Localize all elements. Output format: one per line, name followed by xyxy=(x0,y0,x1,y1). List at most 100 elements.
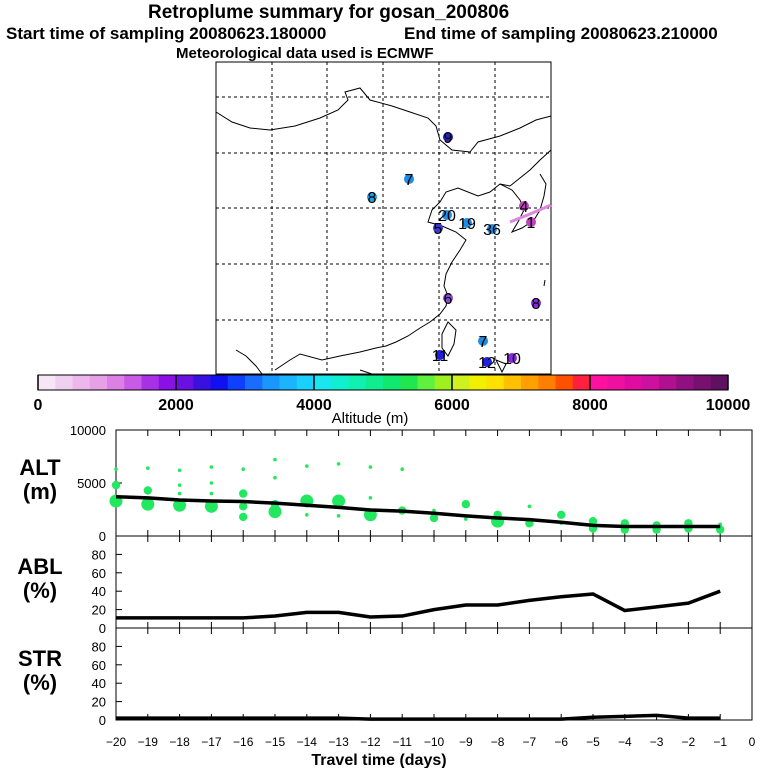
altitude-scatter-point xyxy=(111,480,121,490)
colorbar-swatch xyxy=(296,375,315,390)
panel-ylabel: ABL xyxy=(17,554,62,579)
map-marker-dot xyxy=(519,201,529,211)
altitude-scatter-point xyxy=(527,504,532,509)
map-marker-dot xyxy=(487,224,497,234)
y-tick-label: 20 xyxy=(92,603,106,618)
x-tick-label: −19 xyxy=(138,735,159,749)
colorbar-swatch xyxy=(659,375,677,390)
map-marker-label: 10 xyxy=(503,351,521,368)
altitude-scatter-point xyxy=(464,517,468,521)
colorbar-tick-label: 10000 xyxy=(706,397,751,414)
colorbar-label: Altitude (m) xyxy=(332,410,409,427)
colorbar-swatch xyxy=(383,375,401,390)
colorbar-swatch xyxy=(693,375,712,390)
colorbar-swatch xyxy=(486,375,505,390)
altitude-scatter-point xyxy=(143,486,152,495)
y-tick-label: 5000 xyxy=(77,476,106,491)
colorbar-swatch xyxy=(38,375,56,390)
altitude-scatter-point xyxy=(141,497,155,511)
altitude-scatter-point xyxy=(305,513,309,517)
x-tick-label: −5 xyxy=(586,735,600,749)
colorbar-swatch xyxy=(193,375,211,390)
altitude-scatter-point xyxy=(241,467,245,472)
panel-ylabel: (%) xyxy=(23,578,57,603)
map-marker-dot xyxy=(443,132,453,142)
colorbar-swatch xyxy=(434,375,453,390)
y-tick-label: 40 xyxy=(92,676,106,691)
x-tick-label: −20 xyxy=(106,735,127,749)
y-tick-label: 0 xyxy=(99,713,106,728)
time-series-panels: 1000050000ALT(m)806040200ABL(%)806040200… xyxy=(17,423,755,768)
x-tick-label: 0 xyxy=(749,735,756,749)
x-tick-label: −4 xyxy=(618,735,632,749)
map-marker-dot xyxy=(404,174,414,184)
panel-frame xyxy=(115,535,753,629)
map-marker-dot xyxy=(443,293,453,303)
met-data-label: Meteorological data used is ECMWF xyxy=(176,45,434,62)
colorbar-swatch xyxy=(210,375,229,390)
map-marker-dot xyxy=(433,223,443,233)
altitude-scatter-point xyxy=(557,510,566,519)
map-marker-label: 6 xyxy=(444,291,453,308)
altitude-scatter-point xyxy=(273,475,277,480)
x-tick-label: −12 xyxy=(360,735,381,749)
colorbar-swatch xyxy=(262,375,280,390)
panel-ylabel: (%) xyxy=(23,670,57,695)
x-tick-label: −9 xyxy=(459,735,473,749)
map-marker-dot xyxy=(482,357,492,367)
altitude-scatter-point xyxy=(177,483,182,487)
colorbar-swatch xyxy=(641,375,660,390)
map-marker-dot xyxy=(478,336,488,346)
colorbar-swatch xyxy=(245,375,263,390)
colorbar-tick-label: 6000 xyxy=(434,397,470,414)
map-marker-label: 8 xyxy=(532,296,541,313)
y-tick-label: 10000 xyxy=(70,423,106,438)
colorbar-swatch xyxy=(607,375,625,390)
y-tick-label: 60 xyxy=(92,658,106,673)
map-marker-label: 1 xyxy=(527,215,536,232)
map-marker-dot xyxy=(367,192,377,202)
colorbar-swatch xyxy=(538,375,556,390)
x-tick-label: −10 xyxy=(424,735,445,749)
altitude-scatter-point xyxy=(209,481,214,485)
x-tick-label: −11 xyxy=(392,735,412,749)
plume-track xyxy=(509,203,552,224)
altitude-scatter-point xyxy=(173,498,187,512)
end-time-label: End time of sampling 20080623.210000 xyxy=(404,24,718,43)
colorbar-swatch xyxy=(141,375,160,390)
x-tick-label: −17 xyxy=(201,735,222,749)
colorbar-ticks: 0 2000 4000 6000 8000 10000 xyxy=(34,375,751,414)
colorbar-swatch xyxy=(107,375,125,390)
map-marker-label: 36 xyxy=(483,222,501,239)
altitude-scatter-point xyxy=(273,457,277,462)
x-tick-label: −14 xyxy=(297,735,318,749)
colorbar-swatch xyxy=(503,375,522,390)
chart-title: Retroplume summary for gosan_200806 xyxy=(148,2,510,23)
map-marker-label: 11 xyxy=(432,348,449,365)
colorbar-tick-label: 8000 xyxy=(572,397,608,414)
colorbar-swatch xyxy=(279,375,298,390)
colorbar-tick-label: 0 xyxy=(34,397,43,414)
x-axis-label: Travel time (days) xyxy=(311,752,446,768)
map-marker-dot xyxy=(507,353,517,363)
map-marker-label: 7 xyxy=(405,172,414,189)
map-marker-label: 9 xyxy=(444,130,453,147)
map-marker-label: 4 xyxy=(520,199,529,216)
colorbar-swatch xyxy=(521,375,539,390)
retroplume-map: 9 7 8 20 19 5 36 41 6 8 7 11 12 10 xyxy=(215,61,552,375)
panel-alt: 10000 5000 0 ALT(m) xyxy=(19,423,753,544)
y-tick-label: 80 xyxy=(92,547,106,562)
map-markers: 9 7 8 20 19 5 36 41 6 8 7 11 12 10 xyxy=(367,130,541,372)
y-tick-label: 0 xyxy=(99,529,106,544)
panel-abl: 80 60 40 20 0 ABL(%) xyxy=(17,535,753,636)
altitude-scatter-point xyxy=(368,496,373,500)
map-marker-label: 20 xyxy=(438,208,456,225)
colorbar-swatch xyxy=(676,375,694,390)
altitude-scatter-point xyxy=(239,512,248,522)
colorbar-swatch xyxy=(176,375,194,390)
colorbar-swatch xyxy=(572,375,591,390)
colorbar-swatch xyxy=(72,375,91,390)
colorbar-tick-label: 4000 xyxy=(296,397,332,414)
x-tick-label: −3 xyxy=(650,735,664,749)
